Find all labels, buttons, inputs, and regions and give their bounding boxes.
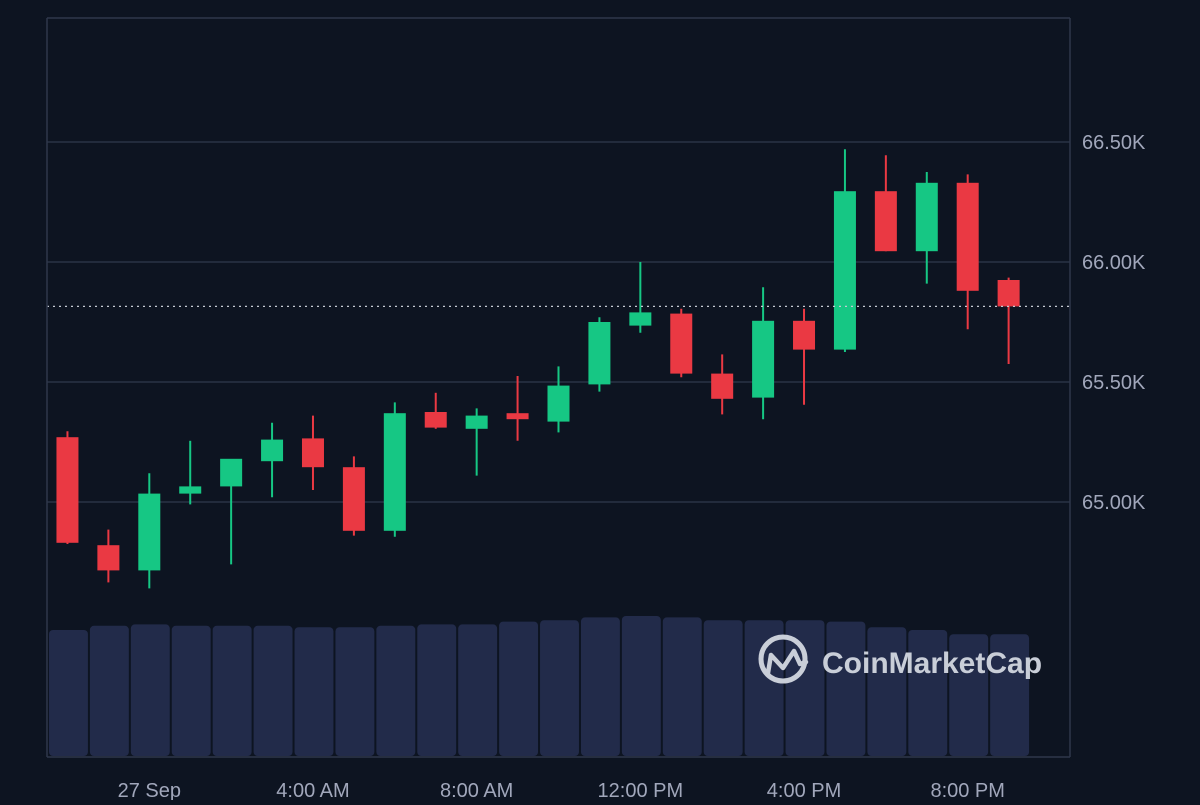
volume-bar <box>949 634 989 756</box>
volume-bar <box>335 627 375 756</box>
coinmarketcap-watermark: CoinMarketCap <box>758 634 1042 684</box>
candle-up <box>383 402 406 537</box>
volume-bar <box>867 627 907 756</box>
volume-bar <box>294 627 334 756</box>
candle-up <box>752 287 775 420</box>
volume-bar <box>130 624 170 756</box>
watermark-text: CoinMarketCap <box>822 647 1042 680</box>
y-axis-labels: 65.00K 65.50K 66.00K 66.50K <box>1082 132 1146 514</box>
volume-bar <box>171 625 211 756</box>
x-axis-labels: 27 Sep 4:00 AM 8:00 AM 12:00 PM 4:00 PM 8:00 … <box>118 780 1005 802</box>
candle-body <box>997 280 1020 307</box>
x-tick-label: 8:00 AM <box>440 780 513 800</box>
volume-bar <box>580 617 620 756</box>
y-tick-label: 66.50K <box>1082 132 1146 154</box>
candle-body <box>670 313 693 374</box>
candle-body <box>874 191 897 252</box>
candle-body <box>342 467 365 531</box>
volume-bar <box>417 624 457 756</box>
volume-bar <box>908 630 948 756</box>
candle-body <box>261 439 284 462</box>
candle-body <box>56 437 79 543</box>
x-tick-label: 4:00 PM <box>767 780 841 800</box>
candle-down <box>874 155 897 252</box>
candle-up <box>629 262 652 333</box>
candle-up <box>179 440 202 505</box>
candle-body <box>915 182 938 252</box>
candle-down <box>97 529 120 583</box>
y-tick-label: 65.50K <box>1082 372 1146 394</box>
x-tick-label: 27 Sep <box>118 780 181 800</box>
volume-bar <box>990 634 1030 756</box>
chart-frame <box>46 17 1071 758</box>
candle-down <box>793 308 816 405</box>
candle-body <box>833 191 856 350</box>
candle-down <box>506 376 529 441</box>
candle-up <box>220 458 243 565</box>
candle-body <box>138 493 161 571</box>
candle-body <box>956 182 979 291</box>
candle-down <box>56 431 79 544</box>
volume-bar <box>744 620 784 756</box>
volume-bar <box>376 625 416 756</box>
candle-up <box>138 473 161 589</box>
volume-bar <box>212 625 252 756</box>
candle-body <box>383 413 406 531</box>
volume-bar <box>49 630 88 756</box>
candle-down <box>424 392 447 429</box>
candle-down <box>997 277 1020 364</box>
candle-down <box>956 174 979 330</box>
candle-down <box>301 415 324 490</box>
candle-body <box>793 320 816 350</box>
candle-body <box>97 545 120 571</box>
x-tick-label: 8:00 PM <box>930 780 1004 800</box>
volume-bar <box>662 617 702 756</box>
candle-body <box>424 412 447 428</box>
candle-body <box>179 486 202 494</box>
x-tick-label: 12:00 PM <box>598 780 684 800</box>
candle-up <box>588 317 611 392</box>
candle-body <box>465 415 488 429</box>
y-tick-label: 65.00K <box>1082 492 1146 514</box>
candle-body <box>752 320 775 398</box>
candle-up <box>465 408 488 476</box>
candle-body <box>506 413 529 420</box>
candle-up <box>261 422 284 498</box>
volume-bar <box>458 624 498 756</box>
candle-body <box>588 322 611 385</box>
candle-down <box>670 308 693 378</box>
volume-bar <box>621 616 661 756</box>
volume-bar <box>826 621 866 756</box>
coinmarketcap-logo-icon <box>758 634 809 684</box>
volume-bar <box>499 621 539 756</box>
volume-bar <box>253 625 293 756</box>
candle-body <box>711 373 734 399</box>
candle-body <box>547 385 570 422</box>
candle-body <box>220 458 243 487</box>
candle-body <box>301 438 324 468</box>
volume-bar <box>89 625 129 756</box>
candles <box>56 149 1020 589</box>
volume-bars <box>49 616 1030 756</box>
volume-bar <box>703 620 743 756</box>
candle-up <box>833 149 856 352</box>
y-tick-label: 66.00K <box>1082 252 1146 274</box>
candle-down <box>342 456 365 536</box>
candle-up <box>547 366 570 433</box>
volume-bar <box>540 620 579 756</box>
x-tick-label: 4:00 AM <box>276 780 349 800</box>
candle-down <box>711 354 734 415</box>
candle-up <box>915 172 938 284</box>
candle-body <box>629 312 652 326</box>
